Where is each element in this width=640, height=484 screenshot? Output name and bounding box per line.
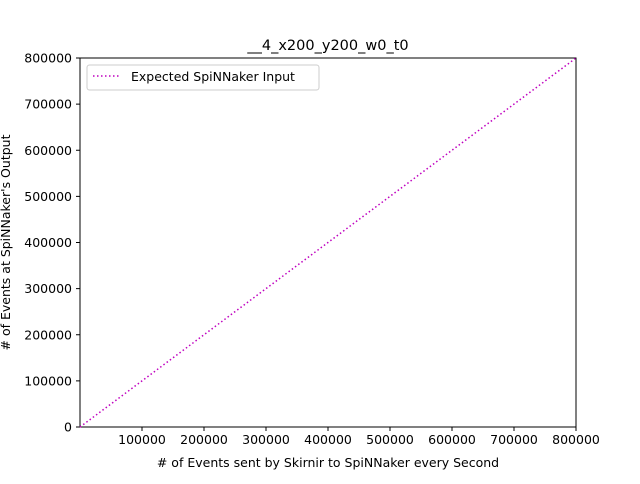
series-layer xyxy=(79,57,577,428)
y-tick-label: 200000 xyxy=(24,327,72,342)
legend-label: Expected SpiNNaker Input xyxy=(131,69,295,84)
x-axis-label: # of Events sent by Skirnir to SpiNNaker… xyxy=(157,455,499,470)
y-tick-label: 100000 xyxy=(24,373,72,388)
x-tick-label: 800000 xyxy=(552,432,600,447)
x-tick-label: 400000 xyxy=(304,432,352,447)
legend-frame xyxy=(86,64,320,91)
series-line-0 xyxy=(79,57,577,428)
y-tick-label: 0 xyxy=(64,420,72,435)
y-tick-label: 300000 xyxy=(24,281,72,296)
x-tick-label: 500000 xyxy=(366,432,414,447)
axis-ticks: 100000 200000 300000 400000 500000 600000 7000… xyxy=(24,51,600,448)
x-tick-label: 300000 xyxy=(242,432,290,447)
x-tick-label: 700000 xyxy=(490,432,538,447)
legend: Expected SpiNNaker Input xyxy=(86,64,320,91)
y-tick-label: 600000 xyxy=(24,143,72,158)
x-tick-label: 100000 xyxy=(118,432,166,447)
x-tick-label: 200000 xyxy=(180,432,228,447)
x-tick-label: 600000 xyxy=(428,432,476,447)
y-tick-label: 500000 xyxy=(24,189,72,204)
chart-title: __4_x200_y200_w0_t0 xyxy=(246,38,408,54)
y-tick-label: 800000 xyxy=(24,51,72,66)
y-axis-label: # of Events at SpiNNaker's Output xyxy=(0,134,13,350)
y-tick-label: 400000 xyxy=(24,235,72,250)
y-tick-label: 700000 xyxy=(24,97,72,112)
